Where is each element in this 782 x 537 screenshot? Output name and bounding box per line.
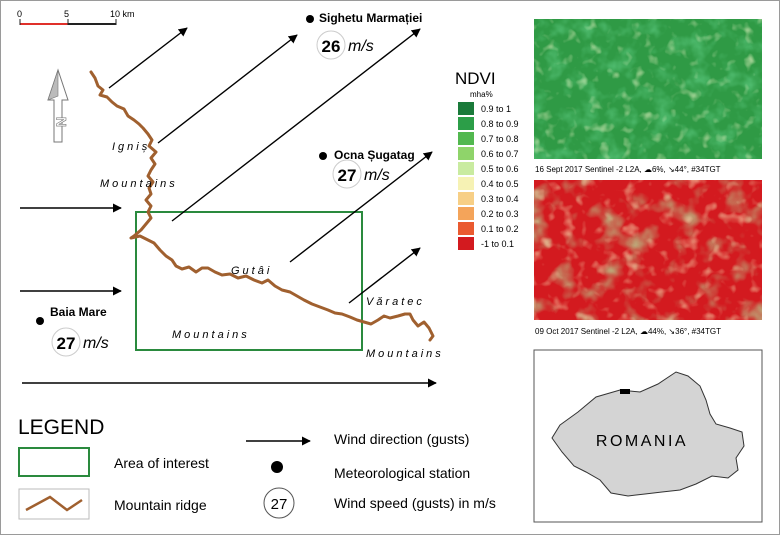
legend-ridge-swatch	[25, 495, 83, 512]
north-arrow-icon: N	[47, 68, 69, 143]
legend-station-label: Meteorological station	[334, 465, 470, 481]
ndvi-class-label: 0.3 to 0.4	[481, 194, 519, 204]
image-caption: 09 Oct 2017 Sentinel -2 L2A, ☁44%, ↘36°,…	[535, 327, 721, 336]
ndvi-swatch	[458, 147, 474, 160]
ndvi-class-label: 0.9 to 1	[481, 104, 511, 114]
map-legend: LEGEND Area of interest Mountain ridge W…	[18, 416, 496, 520]
north-letter: N	[53, 117, 69, 127]
ndvi-class-label: 0.2 to 0.3	[481, 209, 519, 219]
inset-country: ROMANIA	[596, 433, 688, 450]
legend-speed-badge	[263, 487, 295, 519]
label-ignis-mountains: Mountains	[100, 178, 178, 190]
label-gutai: Gutâi	[231, 265, 272, 277]
ndvi-title: NDVI	[455, 69, 496, 88]
speed-value: 27	[57, 334, 76, 353]
legend-title: LEGEND	[18, 416, 104, 439]
ndvi-swatch	[458, 237, 474, 250]
ndvi-swatch	[458, 162, 474, 175]
ndvi-class-label: 0.7 to 0.8	[481, 134, 519, 144]
speed-value: 26	[322, 37, 341, 56]
ndvi-swatch	[458, 102, 474, 115]
ndvi-class-label: 0.4 to 0.5	[481, 179, 519, 189]
speed-badge	[332, 159, 362, 189]
ndvi-swatch	[458, 117, 474, 130]
wind-arrow	[348, 247, 421, 304]
ndvi-swatch	[458, 192, 474, 205]
legend-ridge-label: Mountain ridge	[114, 497, 207, 513]
scale-tick-10: 10 km	[110, 9, 135, 19]
wind-arrow	[171, 28, 421, 222]
ndvi-legend: NDVI mha% 0.9 to 1 0.8 to 0.9 0.7 to 0.8 0.…	[455, 69, 519, 250]
romania-inset: ROMANIA	[533, 349, 763, 523]
legend-speed-example: 27	[271, 496, 288, 513]
ndvi-swatch	[458, 132, 474, 145]
ndvi-swatch	[458, 207, 474, 220]
legend-aoi-label: Area of interest	[114, 455, 209, 471]
legend-ridge-box	[18, 488, 90, 520]
speed-badge	[316, 30, 346, 60]
wind-arrows	[20, 27, 437, 388]
station-dot	[306, 15, 314, 23]
wind-arrow	[157, 34, 298, 144]
label-gutai-mountains: Mountains	[172, 329, 250, 341]
wind-arrow	[108, 27, 188, 89]
label-varatec-mountains: Mountains	[366, 348, 444, 360]
ndvi-swatch	[458, 222, 474, 235]
station-name: Ocna Șugatag	[334, 148, 415, 162]
station-baia-mare: Baia Mare 27 m/s	[36, 305, 109, 357]
station-dot	[36, 317, 44, 325]
romania-outline	[551, 371, 745, 497]
station-name: Baia Mare	[50, 305, 107, 319]
station-name: Sighetu Marmației	[319, 11, 422, 25]
speed-badge	[51, 327, 81, 357]
ndvi-swatch	[458, 177, 474, 190]
scale-tick-0: 0	[17, 9, 22, 19]
mountain-ridge	[89, 70, 435, 342]
ndvi-image-sept: 16 Sept 2017 Sentinel -2 L2A, ☁6%, ↘44°,…	[534, 19, 762, 174]
speed-unit: m/s	[348, 38, 374, 55]
ndvi-class-label: 0.8 to 0.9	[481, 119, 519, 129]
speed-unit: m/s	[83, 335, 109, 352]
label-varatec: Văratec	[366, 296, 425, 308]
station-dot	[319, 152, 327, 160]
ndvi-class-label: -1 to 0.1	[481, 239, 514, 249]
image-caption: 16 Sept 2017 Sentinel -2 L2A, ☁6%, ↘44°,…	[535, 165, 721, 174]
study-area-marker	[620, 389, 630, 394]
station-sighetu: Sighetu Marmației 26 m/s	[306, 11, 422, 60]
ndvi-class-label: 0.1 to 0.2	[481, 224, 519, 234]
label-ignis: Igniș	[112, 141, 150, 153]
ndvi-class-label: 0.5 to 0.6	[481, 164, 519, 174]
legend-station-dot	[271, 461, 283, 473]
legend-aoi-swatch	[18, 447, 90, 477]
ndvi-class-label: 0.6 to 0.7	[481, 149, 519, 159]
ndvi-unit: mha%	[470, 90, 493, 99]
area-of-interest	[135, 211, 363, 351]
speed-unit: m/s	[364, 167, 390, 184]
legend-wind-label: Wind direction (gusts)	[334, 431, 469, 447]
scale-tick-5: 5	[64, 9, 69, 19]
speed-value: 27	[338, 166, 357, 185]
station-ocna: Ocna Șugatag 27 m/s	[319, 148, 415, 189]
wind-arrow	[289, 151, 433, 263]
ndvi-image-oct: 09 Oct 2017 Sentinel -2 L2A, ☁44%, ↘36°,…	[534, 180, 762, 336]
scale-bar: 0 5 10 km	[17, 9, 135, 25]
legend-speed-label: Wind speed (gusts) in m/s	[334, 495, 496, 511]
